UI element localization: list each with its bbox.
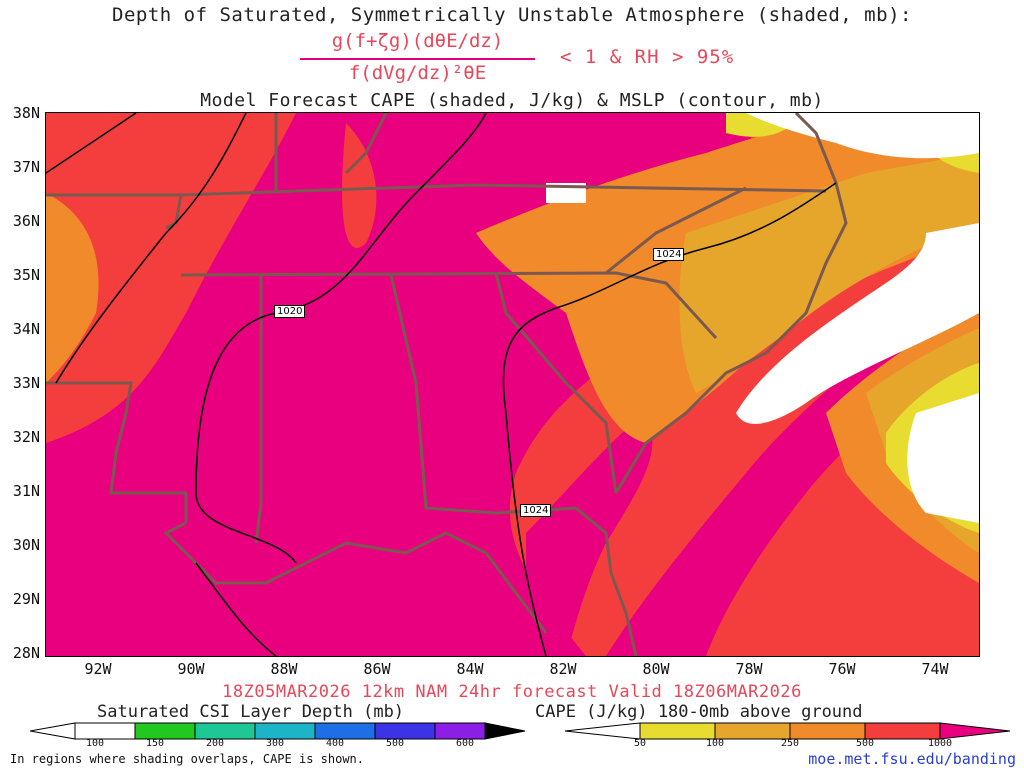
cape-bar-seg-1	[639, 722, 716, 740]
lat-label-35n: 35N	[12, 266, 40, 284]
lon-label-82w: 82W	[549, 660, 577, 678]
state-boundaries	[46, 113, 848, 656]
lon-label-88w: 88W	[270, 660, 298, 678]
csi-bar-seg-5	[374, 722, 436, 740]
lon-label-76w: 76W	[828, 660, 856, 678]
csi-bar-seg-4	[314, 722, 376, 740]
cape-bar-min-arrow	[565, 722, 641, 740]
fl-east-coast	[575, 506, 638, 656]
formula-numerator: g(f+ζg)(dθE/dz)	[331, 30, 504, 52]
map-canvas	[46, 113, 979, 656]
csi-bar-seg-2	[194, 722, 256, 740]
cape-high-ribbon	[526, 413, 653, 656]
csi-tick-150: 150	[145, 738, 165, 749]
cape-tick-1000: 1000	[927, 738, 953, 749]
lon-label-84w: 84W	[456, 660, 484, 678]
lat-label-28n: 28N	[12, 644, 40, 662]
mslp-contours	[46, 113, 837, 656]
source-url-link[interactable]: moe.met.fsu.edu/banding	[808, 750, 1016, 768]
formula-condition: < 1 & RH > 95%	[560, 46, 735, 68]
csi-tick-100: 100	[85, 738, 105, 749]
csi-tick-200: 200	[205, 738, 225, 749]
no-cape-north	[746, 113, 979, 159]
formula-fraction-bar	[300, 58, 535, 60]
lon-label-90w: 90W	[177, 660, 205, 678]
lon-label-86w: 86W	[363, 660, 391, 678]
isobar-sw	[195, 562, 277, 656]
csi-bar-max-arrow	[484, 722, 526, 740]
ar-la-line	[46, 381, 188, 523]
nc-va-line	[605, 186, 747, 275]
csi-tick-400: 400	[325, 738, 345, 749]
csi-bar-seg-1	[134, 722, 196, 740]
csi-bar-min-arrow	[30, 722, 76, 740]
cape-100-region	[679, 153, 979, 393]
overlap-note: In regions where shading overlaps, CAPE …	[10, 752, 365, 766]
chart-subtitle: Model Forecast CAPE (shaded, J/kg) & MSL…	[200, 90, 824, 111]
lat-label-31n: 31N	[12, 482, 40, 500]
ky-tn-line	[46, 183, 827, 230]
isobar-1024	[502, 182, 837, 656]
csi-bar-seg-0	[74, 722, 136, 740]
contour-label-1024-ne: 1024	[653, 248, 685, 261]
formula-denominator: f(dVg/dz)²θE	[348, 62, 487, 84]
lat-label-38n: 38N	[12, 104, 40, 122]
lat-label-36n: 36N	[12, 212, 40, 230]
cape-500-patch	[342, 123, 377, 248]
cape-legend-title: CAPE (J/kg) 180-0mb above ground	[535, 702, 863, 722]
tn-south-line	[180, 271, 718, 340]
chart-title: Depth of Saturated, Symmetrically Unstab…	[112, 4, 912, 26]
csi-legend-title: Saturated CSI Layer Depth (mb)	[97, 702, 405, 722]
cape-bar-seg-2	[714, 722, 791, 740]
no-cape-ocean	[907, 393, 979, 523]
atlantic-coast	[614, 113, 848, 494]
contour-label-1020: 1020	[274, 305, 306, 318]
no-cape-carolina-coast	[736, 223, 979, 424]
map-panel: 1024 1020 1024	[45, 112, 980, 657]
cape-250-west	[46, 193, 99, 383]
contour-label-1024-fl: 1024	[520, 504, 552, 517]
lat-label-32n: 32N	[12, 428, 40, 446]
lat-label-33n: 33N	[12, 374, 40, 392]
ga-sc-line	[494, 272, 618, 494]
csi-tick-300: 300	[265, 738, 285, 749]
csi-bar-seg-6	[434, 722, 486, 740]
lat-label-30n: 30N	[12, 536, 40, 554]
cape-tick-50: 50	[633, 738, 647, 749]
cape-tick-500: 500	[855, 738, 875, 749]
valid-time-line: 18Z05MAR2026 12km NAM 24hr forecast Vali…	[222, 682, 802, 702]
isobar-west	[55, 113, 247, 384]
cape-bar-seg-3	[789, 722, 866, 740]
ms-al-line	[254, 275, 263, 544]
cape-bar-max-arrow	[939, 722, 1011, 740]
lon-label-74w: 74W	[921, 660, 949, 678]
cape-tick-100: 100	[705, 738, 725, 749]
csi-bar-seg-3	[254, 722, 316, 740]
cape-bar-seg-4	[864, 722, 941, 740]
gulf-coast	[163, 521, 548, 634]
csi-tick-500: 500	[385, 738, 405, 749]
isobar-1020	[195, 113, 487, 564]
lat-label-34n: 34N	[12, 320, 40, 338]
lon-label-78w: 78W	[735, 660, 763, 678]
lat-label-37n: 37N	[12, 158, 40, 176]
csi-colorbar	[30, 722, 526, 740]
north-borders	[274, 113, 388, 193]
lon-label-92w: 92W	[84, 660, 112, 678]
cape-colorbar	[565, 722, 1011, 740]
cape-tick-250: 250	[780, 738, 800, 749]
isobar-nw	[46, 113, 137, 174]
lat-label-29n: 29N	[12, 590, 40, 608]
lon-label-80w: 80W	[642, 660, 670, 678]
csi-tick-600: 600	[455, 738, 475, 749]
